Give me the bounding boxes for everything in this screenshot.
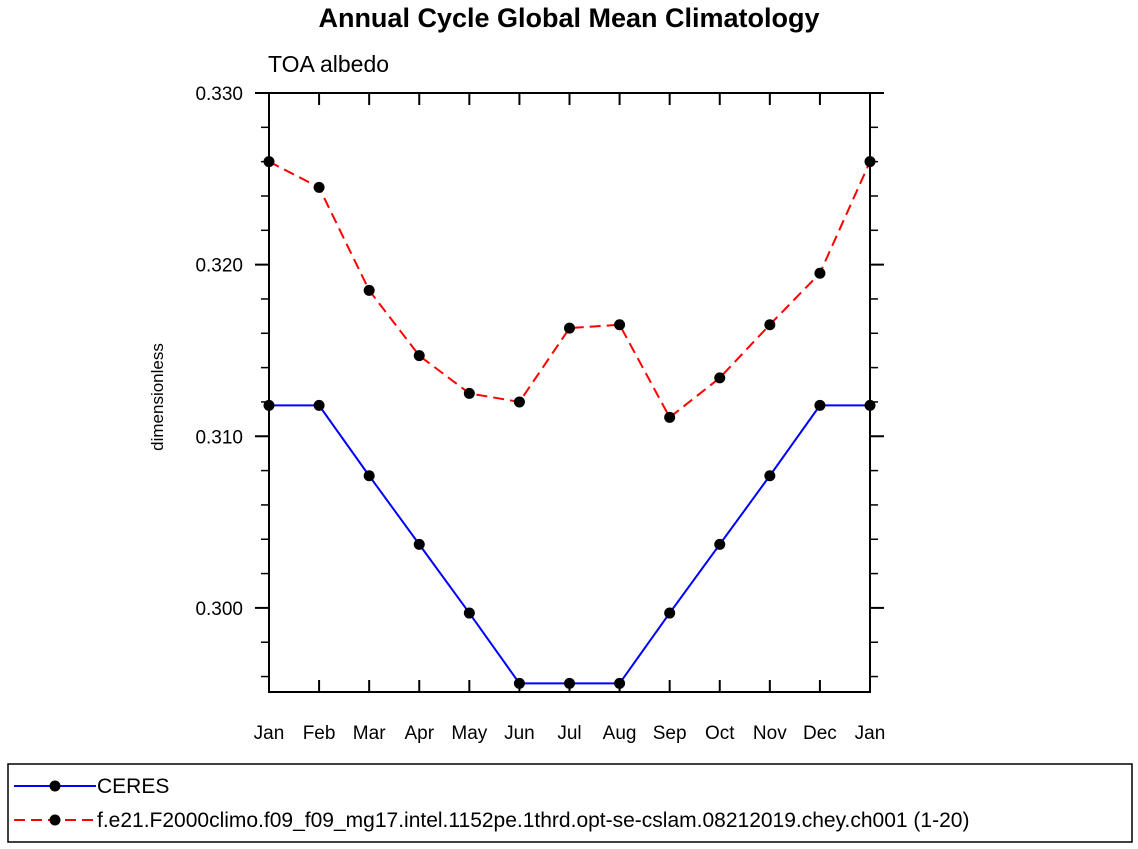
series-1-point bbox=[413, 350, 425, 362]
series-1-point bbox=[263, 156, 275, 168]
x-tick-label: Jul bbox=[557, 723, 581, 744]
chart-subtitle: TOA albedo bbox=[268, 51, 389, 77]
x-tick-label: Dec bbox=[803, 723, 837, 744]
series-1-point bbox=[814, 267, 826, 279]
x-tick-label: Sep bbox=[653, 723, 687, 744]
series-0-point bbox=[664, 607, 676, 619]
x-tick-label: Feb bbox=[303, 723, 336, 744]
plot-frame bbox=[268, 92, 871, 693]
series-0-point bbox=[513, 677, 525, 689]
y-tick-label: 0.330 bbox=[195, 84, 243, 105]
series-0-point bbox=[263, 399, 275, 411]
legend-box bbox=[7, 763, 1133, 843]
legend: CERES f.e21.F2000climo.f09_f09_mg17.intel… bbox=[7, 763, 1133, 843]
series-0-point bbox=[614, 677, 626, 689]
legend-marker-1 bbox=[49, 814, 61, 826]
x-tick-label: Jan bbox=[254, 723, 285, 744]
series-0-point bbox=[814, 399, 826, 411]
y-axis-label: dimensionless bbox=[148, 343, 167, 451]
y-tick-label: 0.310 bbox=[195, 427, 243, 448]
y-tick-label: 0.300 bbox=[195, 599, 243, 620]
series-0-point bbox=[564, 677, 575, 689]
legend-label-0: CERES bbox=[97, 775, 169, 798]
plot-area: 0.300 0.310 0.320 0.330 Jan Feb Mar Apr May Jun Ju… bbox=[195, 84, 885, 744]
series-0-point bbox=[714, 538, 726, 550]
series-line-1 bbox=[268, 160, 871, 419]
series-1-point bbox=[463, 387, 475, 399]
series-line-0 bbox=[269, 404, 870, 685]
series-1-point bbox=[864, 156, 876, 168]
series-0-point bbox=[363, 470, 375, 482]
x-tick-label: Oct bbox=[705, 723, 735, 744]
series-1-point bbox=[664, 411, 676, 423]
series-1-point bbox=[313, 181, 325, 193]
series-0-point bbox=[764, 470, 776, 482]
x-tick-label: Aug bbox=[603, 723, 637, 744]
x-tick-label: Nov bbox=[753, 723, 787, 744]
series-1-point bbox=[614, 319, 626, 331]
series-1-point bbox=[714, 372, 726, 384]
x-tick-label: May bbox=[451, 723, 487, 744]
x-tick-label: Apr bbox=[404, 723, 434, 744]
series-0-point bbox=[864, 399, 876, 411]
x-tick-label: Jan bbox=[855, 723, 886, 744]
legend-label-1: f.e21.F2000climo.f09_f09_mg17.intel.1152… bbox=[97, 809, 969, 832]
x-tick-label: Jun bbox=[504, 723, 535, 744]
series-0-point bbox=[313, 399, 325, 411]
x-tick-label: Mar bbox=[353, 723, 386, 744]
series-1-point bbox=[513, 396, 525, 408]
legend-marker-0 bbox=[49, 780, 61, 792]
series-1-point bbox=[764, 319, 776, 331]
y-tick-label: 0.320 bbox=[195, 256, 243, 277]
series-1-point bbox=[363, 284, 375, 296]
series-0-point bbox=[413, 538, 425, 550]
series-0-point bbox=[463, 607, 475, 619]
series-1-point bbox=[564, 322, 575, 334]
chart-title: Annual Cycle Global Mean Climatology bbox=[318, 3, 819, 33]
